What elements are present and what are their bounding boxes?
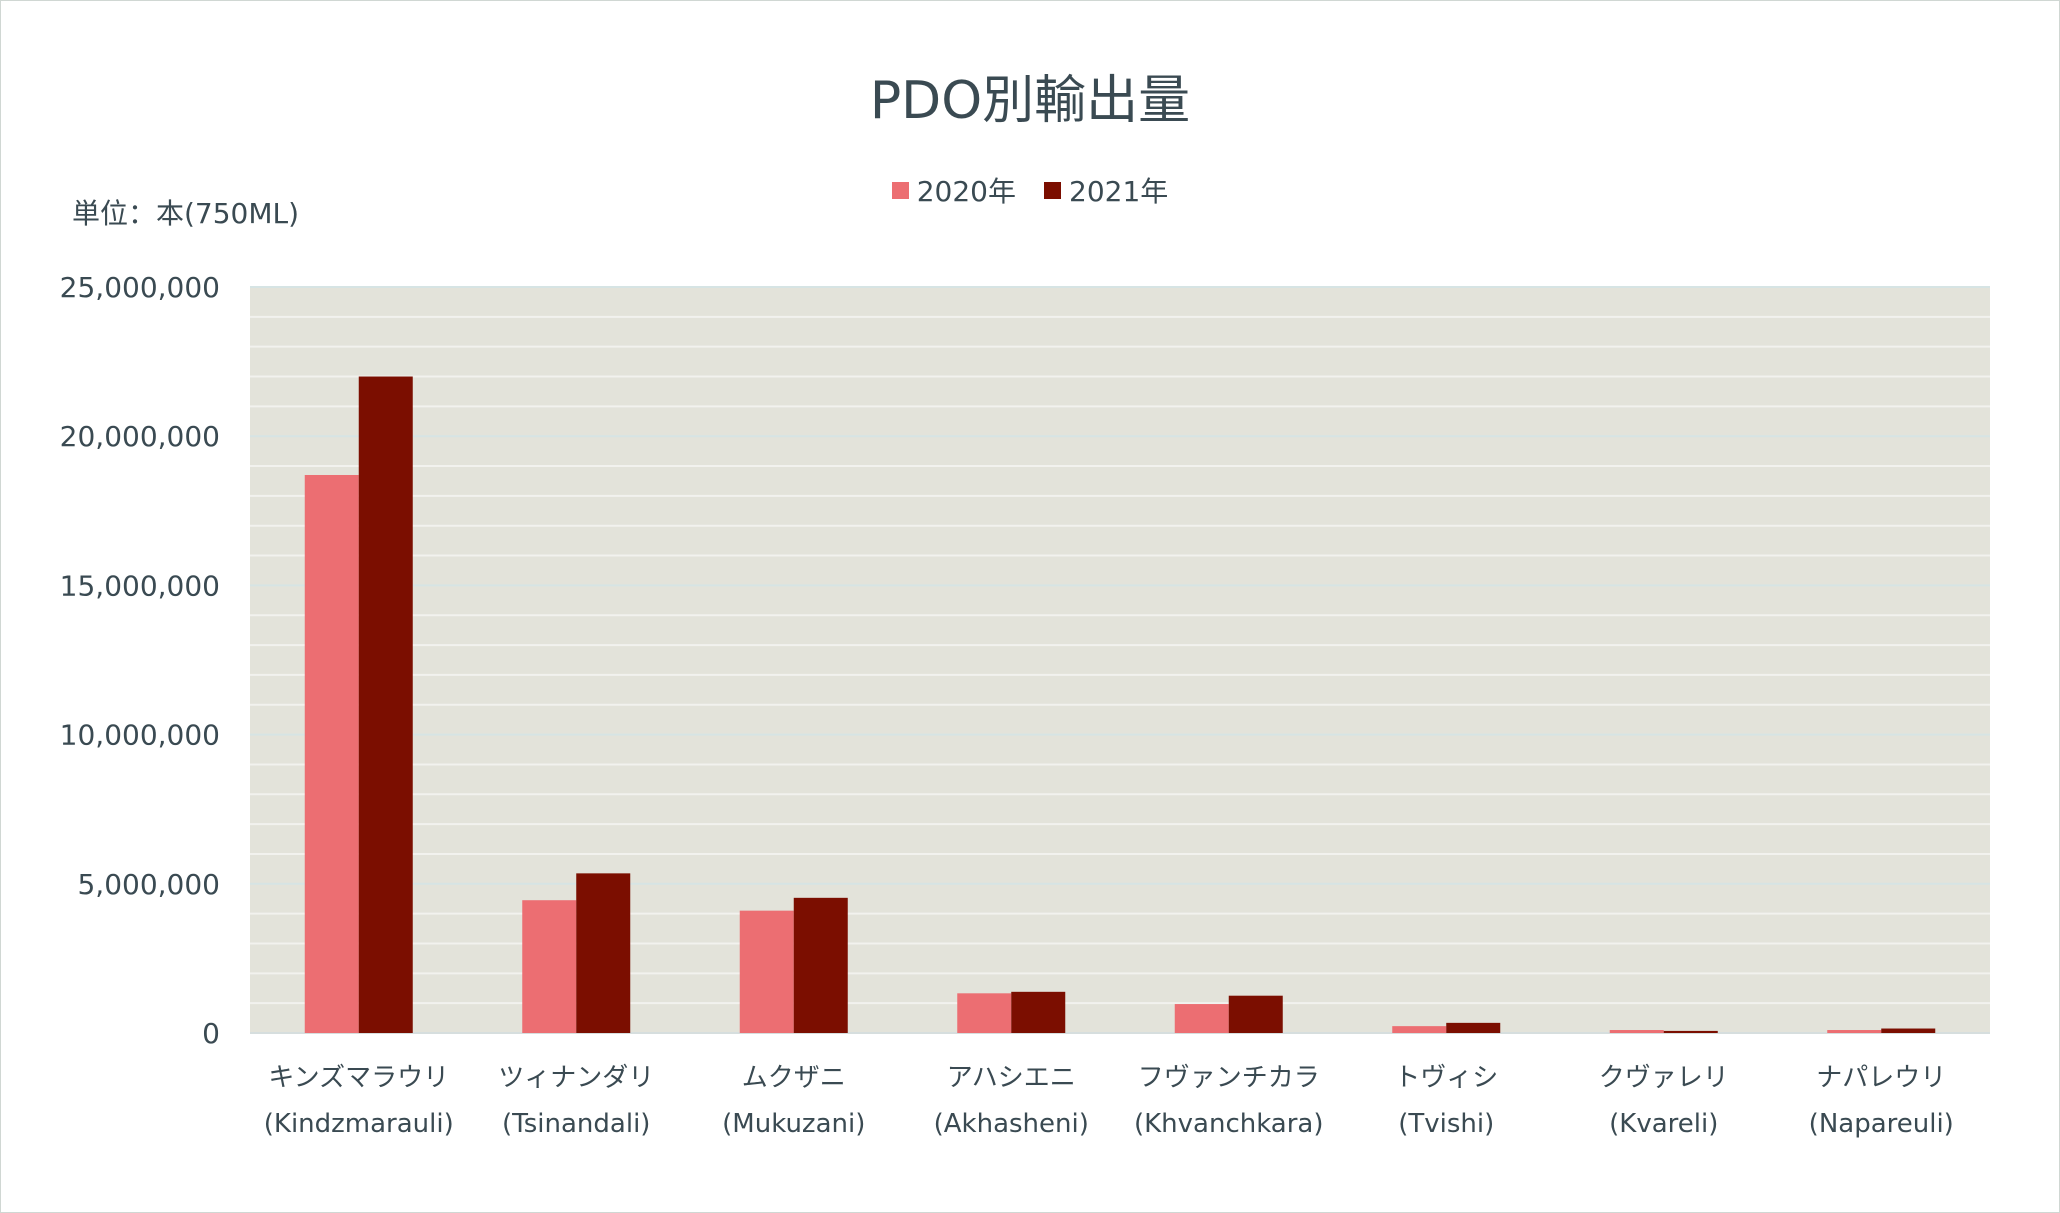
y-tick-label: 20,000,000	[60, 420, 220, 453]
bar-2020	[957, 993, 1012, 1033]
y-tick-label: 10,000,000	[60, 719, 220, 752]
x-tick-label-en: (Napareuli)	[1809, 1109, 1954, 1139]
bar-2020	[1609, 1030, 1664, 1033]
bar-2021	[1663, 1030, 1718, 1033]
bar-2020	[1827, 1030, 1882, 1033]
x-tick-label-jp: クヴァレリ	[1599, 1063, 1729, 1093]
legend-label-2020: 2020年	[916, 175, 1016, 208]
bar-2021	[358, 376, 413, 1033]
x-tick-label-en: (Khvanchkara)	[1134, 1109, 1324, 1139]
bar-2020	[1174, 1004, 1229, 1033]
y-tick-label: 5,000,000	[77, 868, 220, 901]
bar-2021	[793, 897, 848, 1033]
legend: 2020年 2021年	[0, 170, 2060, 210]
y-tick-label: 25,000,000	[60, 271, 220, 304]
x-tick-label-en: (Tsinandali)	[502, 1109, 650, 1139]
y-tick-label: 15,000,000	[60, 569, 220, 602]
legend-swatch-2021	[1044, 181, 1061, 199]
plot-area	[250, 287, 1990, 1033]
bar-2021	[1011, 991, 1066, 1033]
x-tick-label-en: (Kvareli)	[1609, 1109, 1718, 1139]
bar-2020	[1392, 1026, 1447, 1033]
x-tick-label-jp: フヴァンチカラ	[1138, 1063, 1320, 1093]
x-tick-label-jp: トヴィシ	[1394, 1063, 1498, 1093]
unit-label: 単位：本(750ML)	[72, 197, 300, 230]
chart-title: PDO別輸出量	[869, 71, 1191, 131]
bar-2021	[1446, 1022, 1501, 1033]
legend-item-2020: 2020年	[891, 170, 1016, 210]
x-tick-label-jp: アハシエニ	[947, 1063, 1076, 1093]
bar-2021	[576, 873, 631, 1033]
y-tick-label: 0	[202, 1017, 220, 1050]
bar-2020	[739, 910, 794, 1033]
legend-swatch-2020	[891, 181, 909, 199]
x-tick-label-en: (Mukuzani)	[722, 1109, 865, 1139]
x-tick-label-en: (Tvishi)	[1398, 1109, 1494, 1139]
x-tick-label-jp: ムクザニ	[742, 1063, 846, 1093]
x-tick-label-jp: ナパレウリ	[1816, 1063, 1946, 1093]
x-tick-label-en: (Akhasheni)	[934, 1109, 1089, 1139]
x-tick-label-jp: ツィナンダリ	[498, 1063, 654, 1093]
bar-2021	[1881, 1028, 1936, 1033]
legend-item-2021: 2021年	[1044, 170, 1168, 210]
x-tick-label-en: (Kindzmarauli)	[264, 1109, 454, 1139]
legend-label-2021: 2021年	[1069, 175, 1169, 208]
x-tick-label-jp: キンズマラウリ	[268, 1063, 449, 1093]
bar-2020	[304, 474, 359, 1033]
bar-2020	[522, 900, 577, 1033]
bar-2021	[1228, 995, 1283, 1033]
